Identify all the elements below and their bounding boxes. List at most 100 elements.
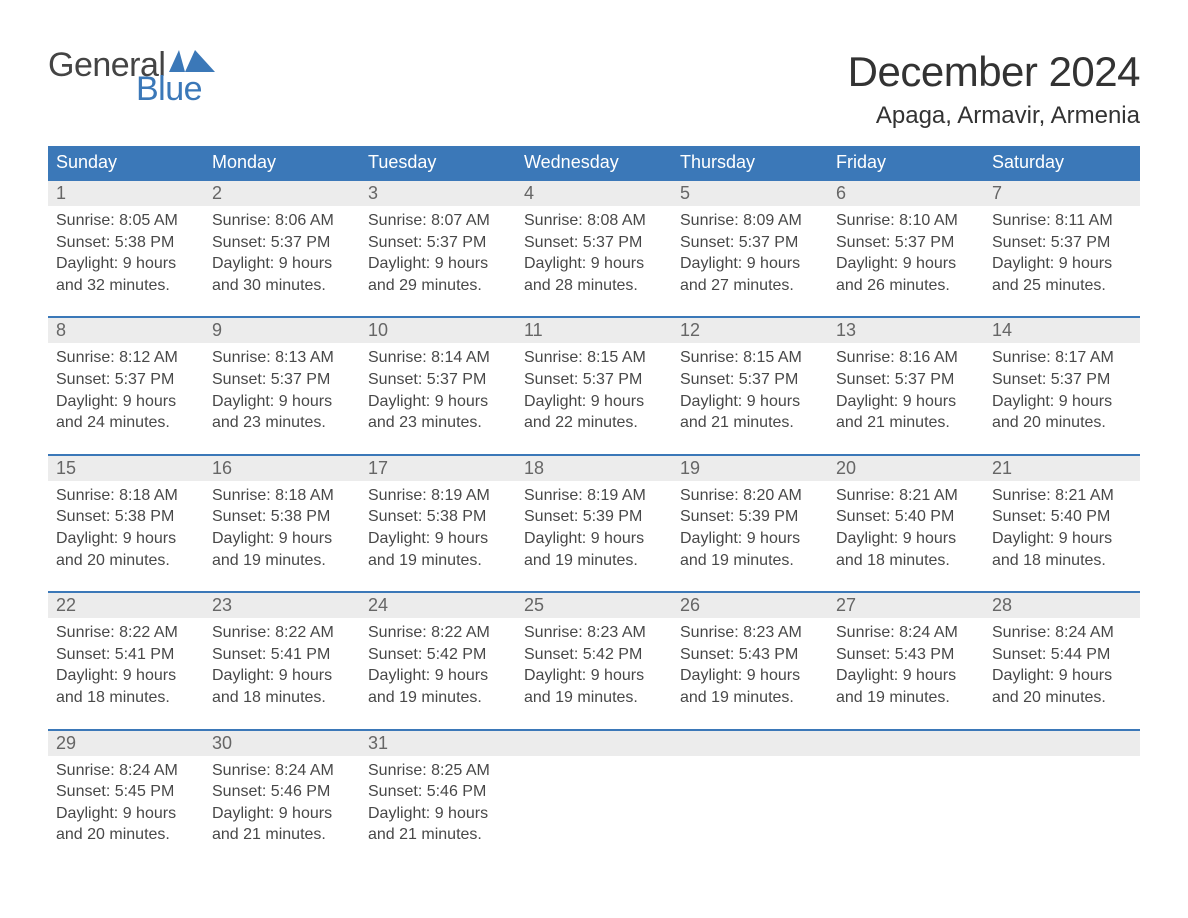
day-body: Sunrise: 8:22 AMSunset: 5:41 PMDaylight:… [204, 618, 360, 708]
week-row: 8Sunrise: 8:12 AMSunset: 5:37 PMDaylight… [48, 316, 1140, 433]
daylight-line1: Daylight: 9 hours [212, 391, 352, 413]
day-cell: 19Sunrise: 8:20 AMSunset: 5:39 PMDayligh… [672, 456, 828, 571]
sunrise-text: Sunrise: 8:19 AM [368, 485, 508, 507]
sunrise-text: Sunrise: 8:18 AM [212, 485, 352, 507]
daylight-line2: and 19 minutes. [368, 550, 508, 572]
day-cell: 16Sunrise: 8:18 AMSunset: 5:38 PMDayligh… [204, 456, 360, 571]
daylight-line2: and 20 minutes. [56, 550, 196, 572]
day-number: 23 [204, 593, 360, 618]
sunset-text: Sunset: 5:37 PM [368, 369, 508, 391]
daylight-line1: Daylight: 9 hours [524, 391, 664, 413]
dow-saturday: Saturday [984, 146, 1140, 179]
day-cell: 24Sunrise: 8:22 AMSunset: 5:42 PMDayligh… [360, 593, 516, 708]
daylight-line2: and 21 minutes. [680, 412, 820, 434]
sunrise-text: Sunrise: 8:24 AM [836, 622, 976, 644]
daylight-line1: Daylight: 9 hours [992, 528, 1132, 550]
sunrise-text: Sunrise: 8:23 AM [524, 622, 664, 644]
day-body: Sunrise: 8:08 AMSunset: 5:37 PMDaylight:… [516, 206, 672, 296]
daylight-line2: and 18 minutes. [992, 550, 1132, 572]
sunrise-text: Sunrise: 8:10 AM [836, 210, 976, 232]
day-body: Sunrise: 8:05 AMSunset: 5:38 PMDaylight:… [48, 206, 204, 296]
sunrise-text: Sunrise: 8:15 AM [680, 347, 820, 369]
day-body: Sunrise: 8:24 AMSunset: 5:44 PMDaylight:… [984, 618, 1140, 708]
day-cell: 11Sunrise: 8:15 AMSunset: 5:37 PMDayligh… [516, 318, 672, 433]
day-cell: 25Sunrise: 8:23 AMSunset: 5:42 PMDayligh… [516, 593, 672, 708]
dow-sunday: Sunday [48, 146, 204, 179]
weeks-container: 1Sunrise: 8:05 AMSunset: 5:38 PMDaylight… [48, 179, 1140, 846]
day-number: 12 [672, 318, 828, 343]
day-body: Sunrise: 8:18 AMSunset: 5:38 PMDaylight:… [204, 481, 360, 571]
sunset-text: Sunset: 5:37 PM [524, 232, 664, 254]
sunrise-text: Sunrise: 8:14 AM [368, 347, 508, 369]
dow-tuesday: Tuesday [360, 146, 516, 179]
day-cell: 18Sunrise: 8:19 AMSunset: 5:39 PMDayligh… [516, 456, 672, 571]
daylight-line2: and 18 minutes. [56, 687, 196, 709]
sunrise-text: Sunrise: 8:24 AM [992, 622, 1132, 644]
day-cell: 31Sunrise: 8:25 AMSunset: 5:46 PMDayligh… [360, 731, 516, 846]
day-number: 6 [828, 181, 984, 206]
sunset-text: Sunset: 5:41 PM [56, 644, 196, 666]
daylight-line2: and 20 minutes. [56, 824, 196, 846]
day-number: 24 [360, 593, 516, 618]
day-cell: 5Sunrise: 8:09 AMSunset: 5:37 PMDaylight… [672, 181, 828, 296]
sunset-text: Sunset: 5:44 PM [992, 644, 1132, 666]
sunrise-text: Sunrise: 8:12 AM [56, 347, 196, 369]
sunset-text: Sunset: 5:37 PM [992, 232, 1132, 254]
day-number: 27 [828, 593, 984, 618]
daylight-line1: Daylight: 9 hours [836, 391, 976, 413]
sunrise-text: Sunrise: 8:13 AM [212, 347, 352, 369]
title-block: December 2024 Apaga, Armavir, Armenia [848, 48, 1140, 130]
sunset-text: Sunset: 5:37 PM [836, 232, 976, 254]
daylight-line1: Daylight: 9 hours [992, 665, 1132, 687]
daylight-line1: Daylight: 9 hours [56, 391, 196, 413]
sunrise-text: Sunrise: 8:23 AM [680, 622, 820, 644]
day-number [828, 731, 984, 756]
daylight-line2: and 19 minutes. [212, 550, 352, 572]
sunrise-text: Sunrise: 8:15 AM [524, 347, 664, 369]
day-cell: 15Sunrise: 8:18 AMSunset: 5:38 PMDayligh… [48, 456, 204, 571]
daylight-line1: Daylight: 9 hours [680, 253, 820, 275]
daylight-line1: Daylight: 9 hours [368, 528, 508, 550]
sunrise-text: Sunrise: 8:24 AM [212, 760, 352, 782]
dow-friday: Friday [828, 146, 984, 179]
day-cell: 28Sunrise: 8:24 AMSunset: 5:44 PMDayligh… [984, 593, 1140, 708]
day-body: Sunrise: 8:17 AMSunset: 5:37 PMDaylight:… [984, 343, 1140, 433]
sunrise-text: Sunrise: 8:17 AM [992, 347, 1132, 369]
day-cell: 1Sunrise: 8:05 AMSunset: 5:38 PMDaylight… [48, 181, 204, 296]
daylight-line1: Daylight: 9 hours [524, 253, 664, 275]
week-row: 15Sunrise: 8:18 AMSunset: 5:38 PMDayligh… [48, 454, 1140, 571]
day-body: Sunrise: 8:24 AMSunset: 5:45 PMDaylight:… [48, 756, 204, 846]
sunset-text: Sunset: 5:43 PM [836, 644, 976, 666]
week-row: 1Sunrise: 8:05 AMSunset: 5:38 PMDaylight… [48, 179, 1140, 296]
daylight-line1: Daylight: 9 hours [680, 391, 820, 413]
week-row: 22Sunrise: 8:22 AMSunset: 5:41 PMDayligh… [48, 591, 1140, 708]
day-number: 26 [672, 593, 828, 618]
daylight-line2: and 27 minutes. [680, 275, 820, 297]
day-cell: 29Sunrise: 8:24 AMSunset: 5:45 PMDayligh… [48, 731, 204, 846]
daylight-line2: and 29 minutes. [368, 275, 508, 297]
daylight-line2: and 28 minutes. [524, 275, 664, 297]
sunrise-text: Sunrise: 8:20 AM [680, 485, 820, 507]
day-body: Sunrise: 8:14 AMSunset: 5:37 PMDaylight:… [360, 343, 516, 433]
day-body: Sunrise: 8:18 AMSunset: 5:38 PMDaylight:… [48, 481, 204, 571]
sunrise-text: Sunrise: 8:22 AM [368, 622, 508, 644]
sunset-text: Sunset: 5:43 PM [680, 644, 820, 666]
day-number: 29 [48, 731, 204, 756]
daylight-line2: and 24 minutes. [56, 412, 196, 434]
sunset-text: Sunset: 5:46 PM [368, 781, 508, 803]
day-number: 1 [48, 181, 204, 206]
daylight-line1: Daylight: 9 hours [524, 665, 664, 687]
sunset-text: Sunset: 5:38 PM [212, 506, 352, 528]
daylight-line2: and 19 minutes. [836, 687, 976, 709]
day-body: Sunrise: 8:16 AMSunset: 5:37 PMDaylight:… [828, 343, 984, 433]
day-body: Sunrise: 8:19 AMSunset: 5:39 PMDaylight:… [516, 481, 672, 571]
sunrise-text: Sunrise: 8:22 AM [56, 622, 196, 644]
day-cell: 26Sunrise: 8:23 AMSunset: 5:43 PMDayligh… [672, 593, 828, 708]
day-body: Sunrise: 8:24 AMSunset: 5:43 PMDaylight:… [828, 618, 984, 708]
day-cell: 22Sunrise: 8:22 AMSunset: 5:41 PMDayligh… [48, 593, 204, 708]
day-number: 17 [360, 456, 516, 481]
day-number: 22 [48, 593, 204, 618]
daylight-line1: Daylight: 9 hours [368, 665, 508, 687]
dow-thursday: Thursday [672, 146, 828, 179]
day-number: 7 [984, 181, 1140, 206]
